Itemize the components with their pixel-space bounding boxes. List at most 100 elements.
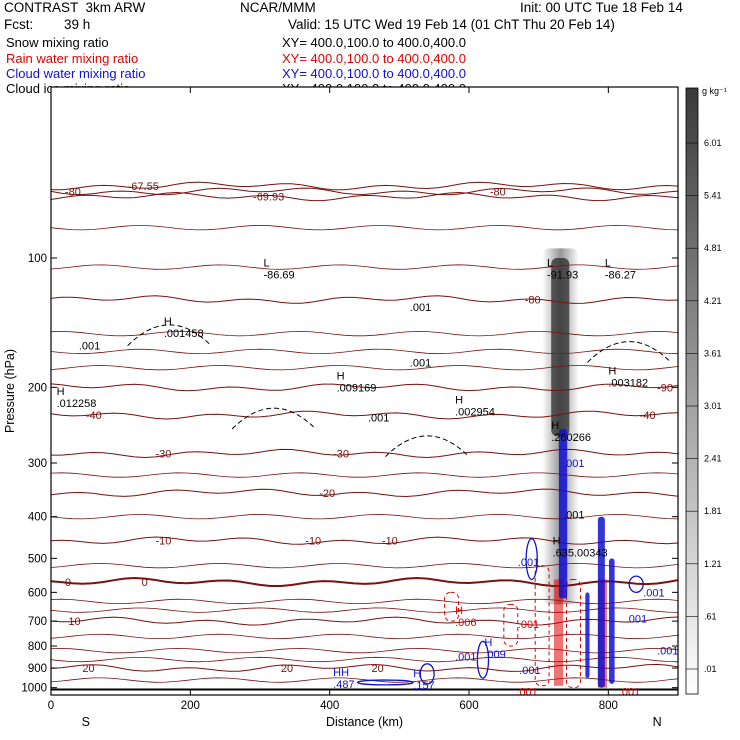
colorbar-label: 2.41 — [704, 454, 722, 464]
extremum-mark: L — [605, 257, 611, 269]
temperature-contour — [51, 656, 678, 663]
y-axis-title: Pressure (hPa) — [3, 349, 17, 433]
extremum-value: -86.27 — [605, 269, 636, 281]
colorbar-label: 1.21 — [704, 559, 722, 569]
x-tick-label: 0 — [48, 700, 54, 712]
temperature-contour — [51, 562, 678, 569]
cloud-water-core — [597, 516, 605, 688]
cloud-water-core — [558, 428, 568, 599]
temperature-label: -80 — [65, 186, 81, 198]
temperature-label: -67.55 — [128, 181, 159, 193]
legend-cloud-water: Cloud water mixing ratio — [6, 66, 146, 81]
snow-contour — [231, 407, 317, 430]
cloud-water-core — [585, 592, 590, 679]
colorbar-label: 3.01 — [704, 401, 722, 411]
center-name: NCAR/MMM — [240, 0, 316, 15]
temperature-contour — [51, 191, 678, 202]
temperature-contour — [51, 663, 678, 672]
temperature-label: -10 — [382, 536, 398, 548]
extremum-mark: H — [57, 386, 65, 398]
init-time: Init: 00 UTC Tue 18 Feb 14 — [520, 0, 683, 15]
x-tick-label: 200 — [181, 700, 200, 712]
temperature-contour — [51, 410, 678, 420]
cloud-water-contour — [525, 538, 538, 581]
y-tick-label: 900 — [28, 663, 47, 675]
field-label: .001 — [563, 509, 584, 521]
colorbar-label: .01 — [704, 664, 717, 674]
extremum-mark: H — [551, 420, 559, 432]
temperature-contour — [51, 181, 678, 191]
field-label: .001 — [626, 613, 647, 625]
temperature-contour — [51, 364, 678, 371]
colorbar-label: 1.81 — [704, 506, 722, 516]
temperature-contour — [51, 607, 678, 613]
extremum-mark: H — [164, 316, 172, 328]
colorbar-label: 4.81 — [704, 243, 722, 253]
plot-frame — [50, 86, 679, 696]
extremum-value: .635.00343 — [553, 548, 608, 560]
extremum-mark: H — [553, 536, 561, 548]
temperature-label: 0 — [142, 577, 148, 589]
field-label: .001 — [563, 458, 584, 470]
y-tick-label: 100 — [28, 253, 47, 265]
extremum-value: -91.93 — [547, 269, 578, 281]
extremum-value: .009169 — [337, 382, 377, 394]
extremum-value: .260266 — [551, 432, 591, 444]
temperature-label: 0 — [65, 577, 71, 589]
extremum-mark: H — [608, 366, 616, 378]
temperature-contour — [51, 536, 678, 545]
temperature-label: 20 — [82, 663, 94, 675]
temperature-label: -80 — [490, 186, 506, 198]
colorbar-label: 5.41 — [704, 191, 722, 201]
extremum-value: .012258 — [57, 398, 97, 410]
temperature-label: -30 — [333, 448, 349, 460]
field-label: .001 — [518, 619, 539, 631]
model-name: CONTRAST 3km ARW — [4, 0, 146, 15]
extremum-value: .487 — [333, 679, 354, 691]
extremum-mark: H — [455, 394, 463, 406]
field-label: .001 — [519, 665, 540, 677]
field-label: .001 — [518, 557, 539, 569]
snow-contour — [587, 341, 672, 363]
temperature-label: -10 — [156, 536, 172, 548]
extremum-mark: H — [337, 370, 345, 382]
field-label: .001 — [410, 302, 431, 314]
field-label: .001 — [79, 341, 100, 353]
temperature-label: -80 — [525, 295, 541, 307]
y-tick-label: 800 — [28, 641, 47, 653]
temperature-contour — [51, 647, 678, 654]
y-tick-label: 1000 — [21, 683, 47, 695]
temperature-label: -90 — [657, 382, 673, 394]
temperature-contour — [51, 330, 678, 337]
colorbar-label: .61 — [704, 611, 717, 621]
extremum-value: .006 — [455, 617, 476, 629]
field-label: .001 — [410, 357, 431, 369]
temperature-contour — [51, 383, 678, 392]
cloud-water-contour — [356, 679, 414, 686]
field-label: .001 — [455, 651, 476, 663]
temperature-contour — [51, 295, 678, 304]
snow-contour — [127, 324, 212, 347]
field-label: .001 — [619, 686, 640, 698]
legend-cloud-water-xy: XY= 400.0,100.0 to 400.0,400.0 — [282, 66, 466, 81]
y-tick-label: 700 — [28, 616, 47, 628]
rain-contour — [566, 578, 581, 689]
y-tick-label: 200 — [28, 382, 47, 394]
cloud-water-contour — [419, 663, 435, 685]
colorbar-unit: g kg⁻¹ — [702, 86, 727, 96]
y-tick-label: 300 — [28, 458, 47, 470]
temperature-contour — [51, 616, 678, 626]
north-label: N — [653, 715, 662, 729]
temperature-label: -69.93 — [253, 192, 284, 204]
forecast-label: Fcst: — [4, 17, 34, 32]
field-label: .001 — [516, 686, 537, 698]
colorbar-label: 6.01 — [704, 138, 722, 148]
extremum-value: .002954 — [455, 406, 495, 418]
legend-rain: Rain water mixing ratio — [6, 51, 139, 66]
south-label: S — [82, 715, 90, 729]
temperature-contour — [51, 677, 678, 683]
field-label: .001 — [643, 587, 664, 599]
forecast-hour: 39 h — [64, 17, 91, 32]
temperature-label: -20 — [319, 488, 335, 500]
